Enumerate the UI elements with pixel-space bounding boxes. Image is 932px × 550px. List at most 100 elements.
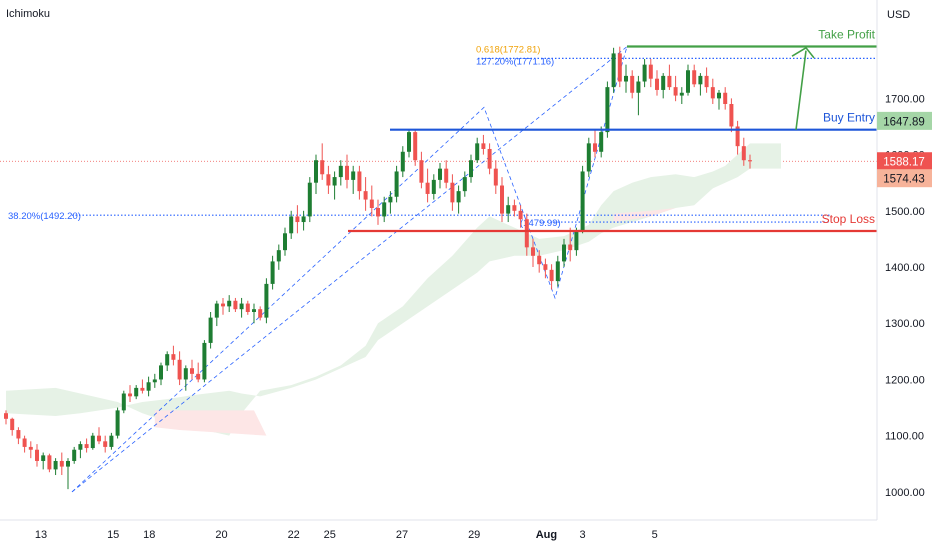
candle-body <box>233 300 238 310</box>
arrow-head <box>791 46 815 59</box>
time-tick-label: 13 <box>35 529 47 541</box>
candle-body <box>159 365 163 380</box>
candle-body <box>555 261 560 282</box>
fib-label: 38.20%(1492.20) <box>8 211 81 222</box>
candle-body <box>295 216 300 223</box>
time-axis[interactable]: 13 15 18 20 22 25 27 29 Aug 3 5 <box>0 519 877 541</box>
candle-body <box>146 382 151 391</box>
candle-body <box>190 368 194 374</box>
candle-body <box>580 171 585 231</box>
candle-body <box>543 264 548 270</box>
candle-body <box>72 449 77 461</box>
candle-body <box>661 75 666 90</box>
candle-body <box>481 143 486 149</box>
time-tick-label: Aug <box>536 529 557 541</box>
candle-body <box>562 244 566 262</box>
level-annotation: Buy Entry <box>823 111 875 125</box>
candle-body <box>345 165 349 180</box>
candle-body <box>549 269 554 282</box>
candle-body <box>258 309 263 318</box>
candle-body <box>748 160 752 162</box>
fib-label: 0.618(1772.81) <box>476 44 540 55</box>
candle-body <box>704 75 709 88</box>
candle-body <box>276 250 281 262</box>
price-tag <box>877 152 932 171</box>
candle-body <box>140 387 145 391</box>
level-annotation: Stop Loss <box>822 212 875 226</box>
candle-body <box>66 460 70 467</box>
candle-body <box>698 75 703 85</box>
candle-body <box>537 255 542 265</box>
candle-body <box>617 53 622 82</box>
candle-body <box>574 230 579 251</box>
candle-body <box>214 303 219 318</box>
candle-body <box>438 168 442 180</box>
candle-body <box>171 354 176 360</box>
candle-body <box>252 309 256 312</box>
candlestick-series <box>4 46 752 490</box>
price-tag-text: 1647.89 <box>883 116 925 128</box>
candle-body <box>636 81 641 93</box>
candle-body <box>679 92 684 96</box>
candle-body <box>500 185 504 214</box>
price-tick-label: 1300.00 <box>885 318 925 330</box>
candle-body <box>630 75 635 93</box>
candle-body <box>270 261 275 284</box>
candle-body <box>642 64 647 82</box>
price-axis[interactable]: 1000.00 1100.00 1200.00 1300.00 1400.00 1500.… <box>876 0 932 550</box>
candle-body <box>407 132 411 152</box>
candle-body <box>363 191 368 200</box>
price-tag-text: 1574.43 <box>883 174 925 186</box>
price-tag <box>877 111 932 130</box>
candle-body <box>369 199 374 208</box>
candle-body <box>729 104 734 127</box>
candle-body <box>586 143 591 172</box>
ichimoku-cloud <box>6 143 781 436</box>
price-tick-label: 1100.00 <box>885 431 924 443</box>
price-tags: 1647.89 1588.17 1574.43 <box>877 111 932 188</box>
candle-body <box>444 168 449 183</box>
candle-body <box>134 387 139 397</box>
candle-body <box>41 455 46 461</box>
candle-body <box>326 174 331 186</box>
candle-body <box>648 64 653 79</box>
candle-body <box>723 92 728 104</box>
time-tick-label: 3 <box>579 529 585 541</box>
candle-body <box>307 182 312 217</box>
candle-body <box>22 438 27 447</box>
arrow-shaft <box>795 50 807 130</box>
candle-body <box>376 208 380 217</box>
time-tick-label: 22 <box>288 529 300 541</box>
candle-body <box>357 171 362 192</box>
candle-body <box>128 393 132 397</box>
candle-body <box>202 342 207 380</box>
candle-body <box>103 441 108 447</box>
cloud-bull <box>6 143 781 436</box>
time-tick-label: 25 <box>324 529 336 541</box>
price-tick-label: 1000.00 <box>885 487 925 499</box>
candle-body <box>28 446 33 450</box>
time-tick-label: 15 <box>107 529 119 541</box>
candle-body <box>400 151 405 172</box>
candle-body <box>53 460 58 470</box>
candle-body <box>673 87 678 96</box>
candle-body <box>382 202 387 217</box>
candle-body <box>686 70 690 93</box>
candle-body <box>419 160 424 183</box>
candle-body <box>165 354 170 366</box>
candle-body <box>506 205 511 214</box>
price-tag <box>877 169 932 188</box>
price-tick-label: 1400.00 <box>885 262 925 274</box>
cloud-bear <box>613 208 676 223</box>
candle-body <box>351 171 356 180</box>
candle-body <box>394 171 399 197</box>
indicator-name[interactable]: Ichimoku <box>6 8 51 20</box>
fib-label: (1479.99) <box>520 218 561 229</box>
candle-body <box>655 78 659 90</box>
candle-body <box>4 413 8 419</box>
level-annotation: Take Profit <box>818 27 875 41</box>
target-arrow <box>791 46 815 130</box>
candle-body <box>518 210 523 220</box>
time-tick-label: 29 <box>468 529 480 541</box>
